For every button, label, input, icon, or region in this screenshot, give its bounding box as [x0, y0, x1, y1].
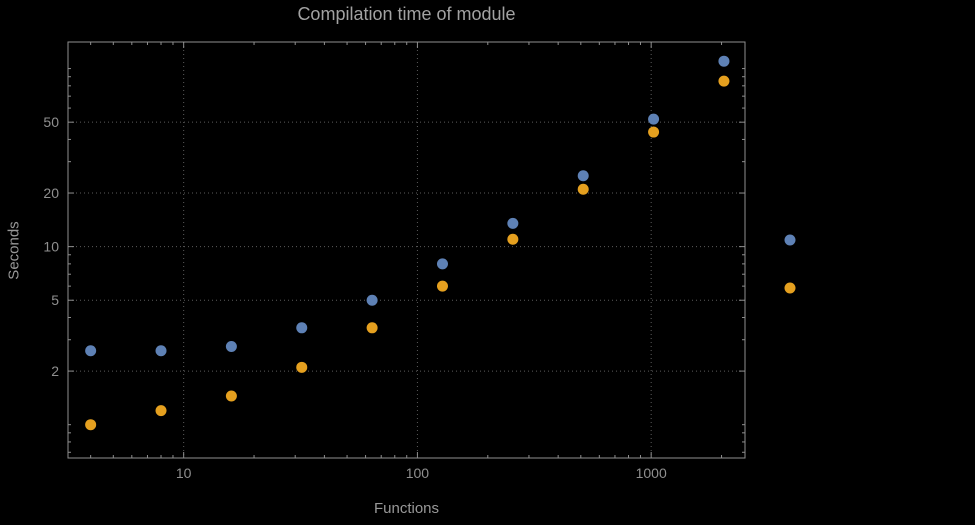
- data-point-blue: [296, 322, 308, 334]
- data-point-orange: [85, 419, 97, 431]
- data-point-blue: [577, 170, 589, 182]
- tick-labels: 10 100 1000 2 5 10 20 50: [43, 114, 667, 481]
- data-point-orange: [155, 405, 167, 417]
- data-point-blue: [225, 340, 237, 352]
- data-point-blue: [648, 113, 660, 125]
- chart-title: Compilation time of module: [297, 4, 516, 24]
- y-tick-label: 10: [43, 239, 59, 255]
- series-orange-points: [85, 75, 730, 431]
- data-point-blue: [436, 258, 448, 270]
- series-blue-points: [85, 55, 730, 357]
- data-point-orange: [718, 75, 730, 87]
- data-point-orange: [577, 183, 589, 195]
- y-tick-label: 20: [43, 185, 59, 201]
- plot-frame: [67, 41, 746, 459]
- data-point-blue: [718, 55, 730, 67]
- x-tick-label: 1000: [636, 465, 667, 481]
- data-point-orange: [296, 361, 308, 373]
- y-tick-label: 2: [51, 363, 59, 379]
- data-point-blue: [366, 294, 378, 306]
- data-point-orange: [648, 126, 660, 138]
- legend: [784, 234, 796, 294]
- legend-marker-blue: [784, 234, 796, 246]
- data-point-blue: [507, 217, 519, 229]
- data-point-orange: [507, 233, 519, 245]
- x-tick-label: 100: [406, 465, 430, 481]
- data-point-orange: [366, 322, 378, 334]
- y-tick-label: 5: [51, 292, 59, 308]
- data-point-blue: [155, 345, 167, 357]
- x-axis-label: Functions: [373, 500, 440, 517]
- legend-marker-orange: [784, 282, 796, 294]
- data-point-blue: [85, 345, 97, 357]
- data-point-orange: [436, 280, 448, 292]
- tick-marks: [68, 42, 745, 458]
- data-point-orange: [225, 390, 237, 402]
- y-axis-label: Seconds: [5, 221, 23, 280]
- y-tick-label: 50: [43, 114, 59, 130]
- x-tick-label: 10: [176, 465, 192, 481]
- gridlines: [68, 42, 745, 458]
